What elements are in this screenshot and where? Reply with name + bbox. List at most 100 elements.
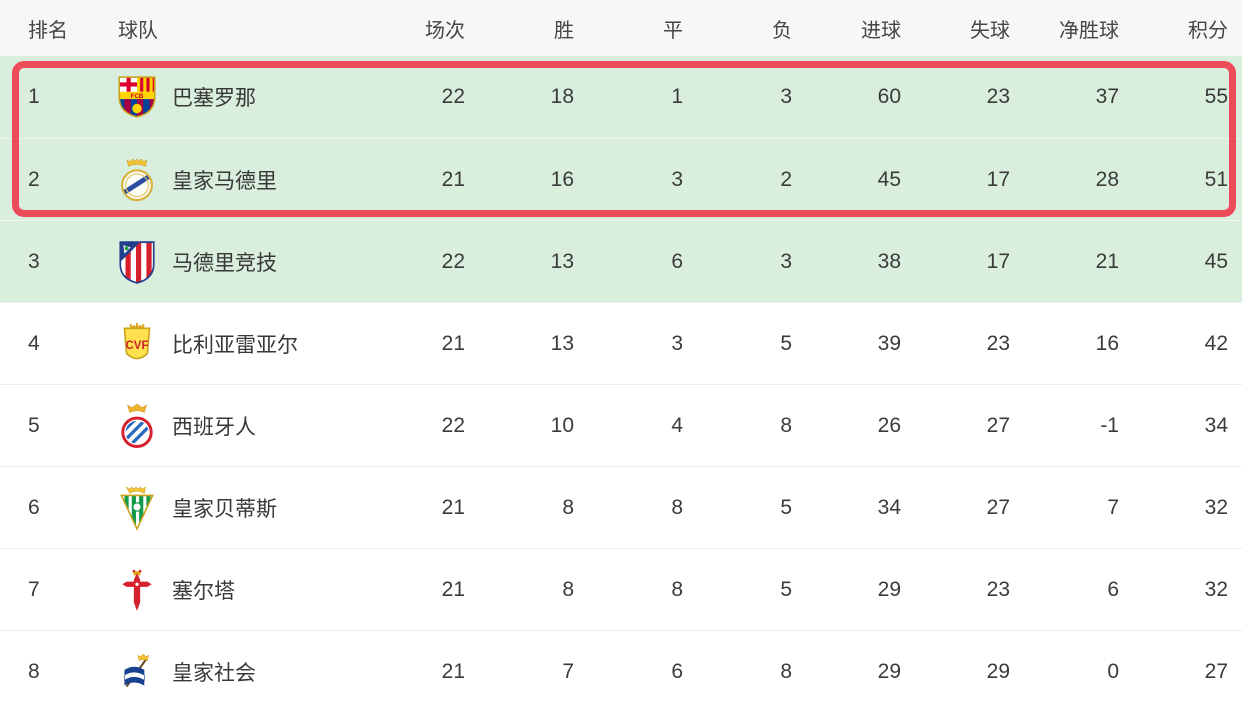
- stat-points: 34: [1204, 413, 1228, 437]
- stat-goals-against: 23: [986, 577, 1010, 601]
- stat-goal-diff: 28: [1095, 167, 1119, 191]
- stat-wins: 8: [562, 495, 574, 519]
- team-name: 皇家马德里: [172, 169, 277, 193]
- rank-cell: 3: [28, 249, 40, 273]
- stat-wins: 13: [550, 249, 574, 273]
- team-cell: 西班牙人: [90, 403, 370, 449]
- stat-draws: 6: [671, 249, 683, 273]
- stat-draws: 4: [671, 413, 683, 437]
- svg-text:FCB: FCB: [131, 93, 144, 100]
- stat-wins: 18: [550, 85, 574, 108]
- stat-losses: 8: [780, 413, 792, 437]
- stat-points: 42: [1204, 331, 1228, 355]
- team-name: 皇家社会: [172, 661, 256, 685]
- stat-goals-for: 29: [877, 659, 901, 683]
- rank-cell: 5: [28, 413, 40, 437]
- stat-draws: 6: [671, 659, 683, 683]
- column-header-3: 场次: [425, 19, 465, 42]
- team-name: 比利亚雷亚尔: [172, 333, 298, 357]
- stat-goals-for: 38: [877, 249, 901, 273]
- table-row: 7 塞尔塔 21 8 8 5 29 23 6 32: [0, 548, 1242, 630]
- svg-text:CVF: CVF: [126, 340, 149, 352]
- team-cell: CVF 比利亚雷亚尔: [90, 321, 370, 367]
- stat-goals-against: 23: [986, 85, 1010, 108]
- stat-played: 22: [441, 249, 465, 273]
- table-body: 1 FCB 巴塞罗那 22 18 1 3 60 23 37 55 2 皇家马德里…: [0, 56, 1242, 712]
- stat-draws: 3: [671, 331, 683, 355]
- stat-draws: 3: [671, 167, 683, 191]
- stat-points: 32: [1204, 495, 1228, 519]
- column-header-8: 失球: [970, 19, 1010, 42]
- stat-played: 21: [441, 577, 465, 601]
- rank-cell: 4: [28, 331, 40, 355]
- real-madrid-badge-icon: [116, 157, 158, 203]
- stat-goals-for: 34: [877, 495, 901, 519]
- villarreal-badge-icon: CVF: [116, 321, 158, 367]
- column-header-1: 排名: [28, 19, 68, 42]
- stat-goal-diff: 0: [1107, 659, 1119, 683]
- barcelona-badge-icon: FCB: [116, 74, 158, 120]
- stat-played: 21: [441, 659, 465, 683]
- stat-goals-for: 26: [877, 413, 901, 437]
- stat-losses: 5: [780, 495, 792, 519]
- stat-wins: 16: [550, 167, 574, 191]
- stat-goals-against: 29: [986, 659, 1010, 683]
- rank-cell: 7: [28, 577, 40, 601]
- stat-played: 21: [441, 167, 465, 191]
- stat-played: 22: [441, 413, 465, 437]
- stat-draws: 1: [671, 85, 683, 108]
- stat-goal-diff: 21: [1095, 249, 1119, 273]
- column-header-2: 球队: [118, 19, 158, 42]
- stat-losses: 3: [780, 249, 792, 273]
- stat-played: 21: [441, 331, 465, 355]
- table-row: 3 马德里竞技 22 13 6 3 38 17 21 45: [0, 220, 1242, 302]
- column-header-5: 平: [663, 19, 683, 42]
- stat-goals-for: 60: [877, 85, 901, 108]
- table-row: 2 皇家马德里 21 16 3 2 45 17 28 51: [0, 138, 1242, 220]
- table-header: 排名 球队 场次 胜 平 负 进球 失球 净胜球 积分: [0, 0, 1242, 56]
- team-name: 塞尔塔: [172, 579, 235, 603]
- rank-cell: 8: [28, 659, 40, 683]
- stat-goals-against: 17: [986, 249, 1010, 273]
- team-cell: 塞尔塔: [90, 567, 370, 613]
- stat-goal-diff: 7: [1107, 495, 1119, 519]
- stat-goals-against: 27: [986, 495, 1010, 519]
- team-cell: FCB 巴塞罗那: [90, 74, 370, 120]
- stat-losses: 5: [780, 577, 792, 601]
- stat-goals-for: 29: [877, 577, 901, 601]
- table-row: 1 FCB 巴塞罗那 22 18 1 3 60 23 37 55: [0, 56, 1242, 138]
- team-cell: 皇家马德里: [90, 157, 370, 203]
- table-row: 8 皇家社会 21 7 6 8 29 29 0 27: [0, 630, 1242, 712]
- stat-losses: 3: [780, 85, 792, 108]
- stat-points: 55: [1204, 85, 1228, 108]
- stat-points: 27: [1204, 659, 1228, 683]
- table-row: 6 皇家贝蒂斯 21 8 8 5 34 27 7 32: [0, 466, 1242, 548]
- column-header-7: 进球: [861, 19, 901, 42]
- team-name: 巴塞罗那: [172, 87, 256, 110]
- stat-wins: 13: [550, 331, 574, 355]
- stat-losses: 8: [780, 659, 792, 683]
- stat-draws: 8: [671, 495, 683, 519]
- atletico-madrid-badge-icon: [116, 239, 158, 285]
- stat-points: 32: [1204, 577, 1228, 601]
- column-header-9: 净胜球: [1059, 19, 1119, 42]
- stat-points: 51: [1204, 167, 1228, 191]
- stat-goal-diff: 6: [1107, 577, 1119, 601]
- column-header-4: 胜: [554, 19, 574, 42]
- stat-goal-diff: 37: [1095, 85, 1119, 108]
- stat-losses: 5: [780, 331, 792, 355]
- column-header-6: 负: [772, 19, 792, 42]
- stat-goals-against: 27: [986, 413, 1010, 437]
- stat-losses: 2: [780, 167, 792, 191]
- espanyol-badge-icon: [116, 403, 158, 449]
- stat-played: 22: [441, 85, 465, 108]
- stat-goals-against: 17: [986, 167, 1010, 191]
- rank-cell: 6: [28, 495, 40, 519]
- stat-goal-diff: -1: [1100, 413, 1119, 437]
- table-row: 5 西班牙人 22 10 4 8 26 27 -1 34: [0, 384, 1242, 466]
- stat-goal-diff: 16: [1095, 331, 1119, 355]
- team-cell: 马德里竞技: [90, 239, 370, 285]
- team-cell: 皇家社会: [90, 649, 370, 695]
- stat-points: 45: [1204, 249, 1228, 273]
